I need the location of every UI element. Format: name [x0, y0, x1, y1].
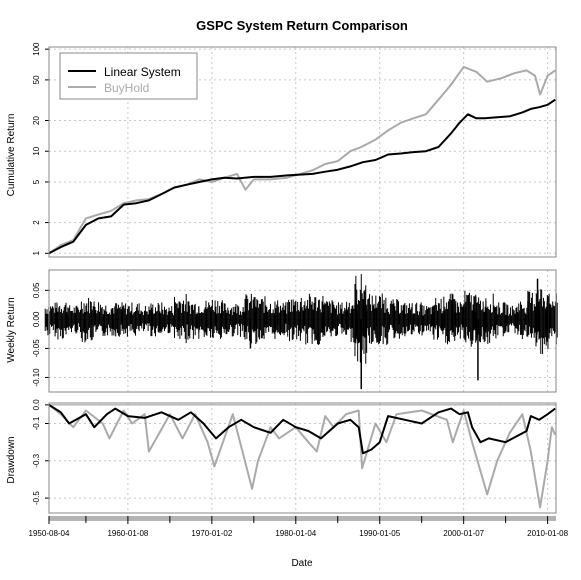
cumulative-ylabel: Cumulative Return: [6, 114, 17, 197]
legend-box: [59, 52, 198, 100]
y-tick-label: -0.10: [32, 368, 41, 387]
y-tick-label: 0.05: [32, 282, 41, 298]
y-tick-label: -0.3: [32, 453, 41, 467]
y-tick-label: 50: [32, 75, 41, 84]
date-axis: 1950-08-04 1960-01-08 1970-01-02 1980-01-04…: [29, 516, 569, 538]
y-tick-label: 100: [32, 42, 41, 56]
y-tick-label: -0.1: [32, 416, 41, 430]
series-line-linear-system: [48, 404, 556, 455]
y-tick-label: 2: [32, 220, 41, 225]
weekly-return-panel: 0.05 0.00 -0.05 -0.10: [32, 269, 558, 393]
date-axis-bar: [49, 516, 556, 521]
chart-title: GSPC System Return Comparison: [196, 18, 408, 33]
y-tick-label: 0.0: [32, 399, 41, 411]
x-tick-label: 1980-01-04: [275, 529, 316, 538]
x-tick-label: 2000-01-07: [443, 529, 484, 538]
drawdown-ylabel: Drawdown: [6, 436, 17, 483]
chart-legend: Linear System BuyHold: [59, 52, 198, 100]
weekly-ylabel: Weekly Return: [6, 297, 17, 362]
drawdown-panel: 0.0 -0.1 -0.3 -0.5: [32, 399, 557, 514]
y-tick-label: 1: [32, 251, 41, 256]
y-tick-label: 20: [32, 116, 41, 125]
x-tick-label: 2010-01-08: [527, 529, 568, 538]
y-tick-label: 5: [32, 179, 41, 184]
y-tick-label: -0.5: [32, 491, 41, 505]
series-line-buyhold: [48, 65, 556, 255]
legend-label-linear: Linear System: [104, 65, 181, 79]
x-tick-label: 1950-08-04: [29, 529, 70, 538]
series-line-linear-system: [48, 98, 556, 255]
x-tick-label: 1990-01-05: [359, 529, 400, 538]
y-tick-label: -0.05: [32, 339, 41, 358]
series-line-buyhold: [48, 404, 557, 509]
y-tick-label: 10: [32, 146, 41, 155]
x-tick-label: 1970-01-02: [191, 529, 232, 538]
panel-frame: [48, 269, 557, 393]
panel-frame: [48, 46, 557, 258]
legend-label-buyhold: BuyHold: [104, 81, 149, 95]
y-tick-label: 0.00: [32, 311, 41, 327]
panel-frame: [48, 402, 557, 514]
x-tick-label: 1960-01-08: [107, 529, 148, 538]
cumulative-return-panel: 1 2 5 10 20 50 100: [32, 42, 557, 258]
x-axis-label: Date: [291, 558, 313, 569]
